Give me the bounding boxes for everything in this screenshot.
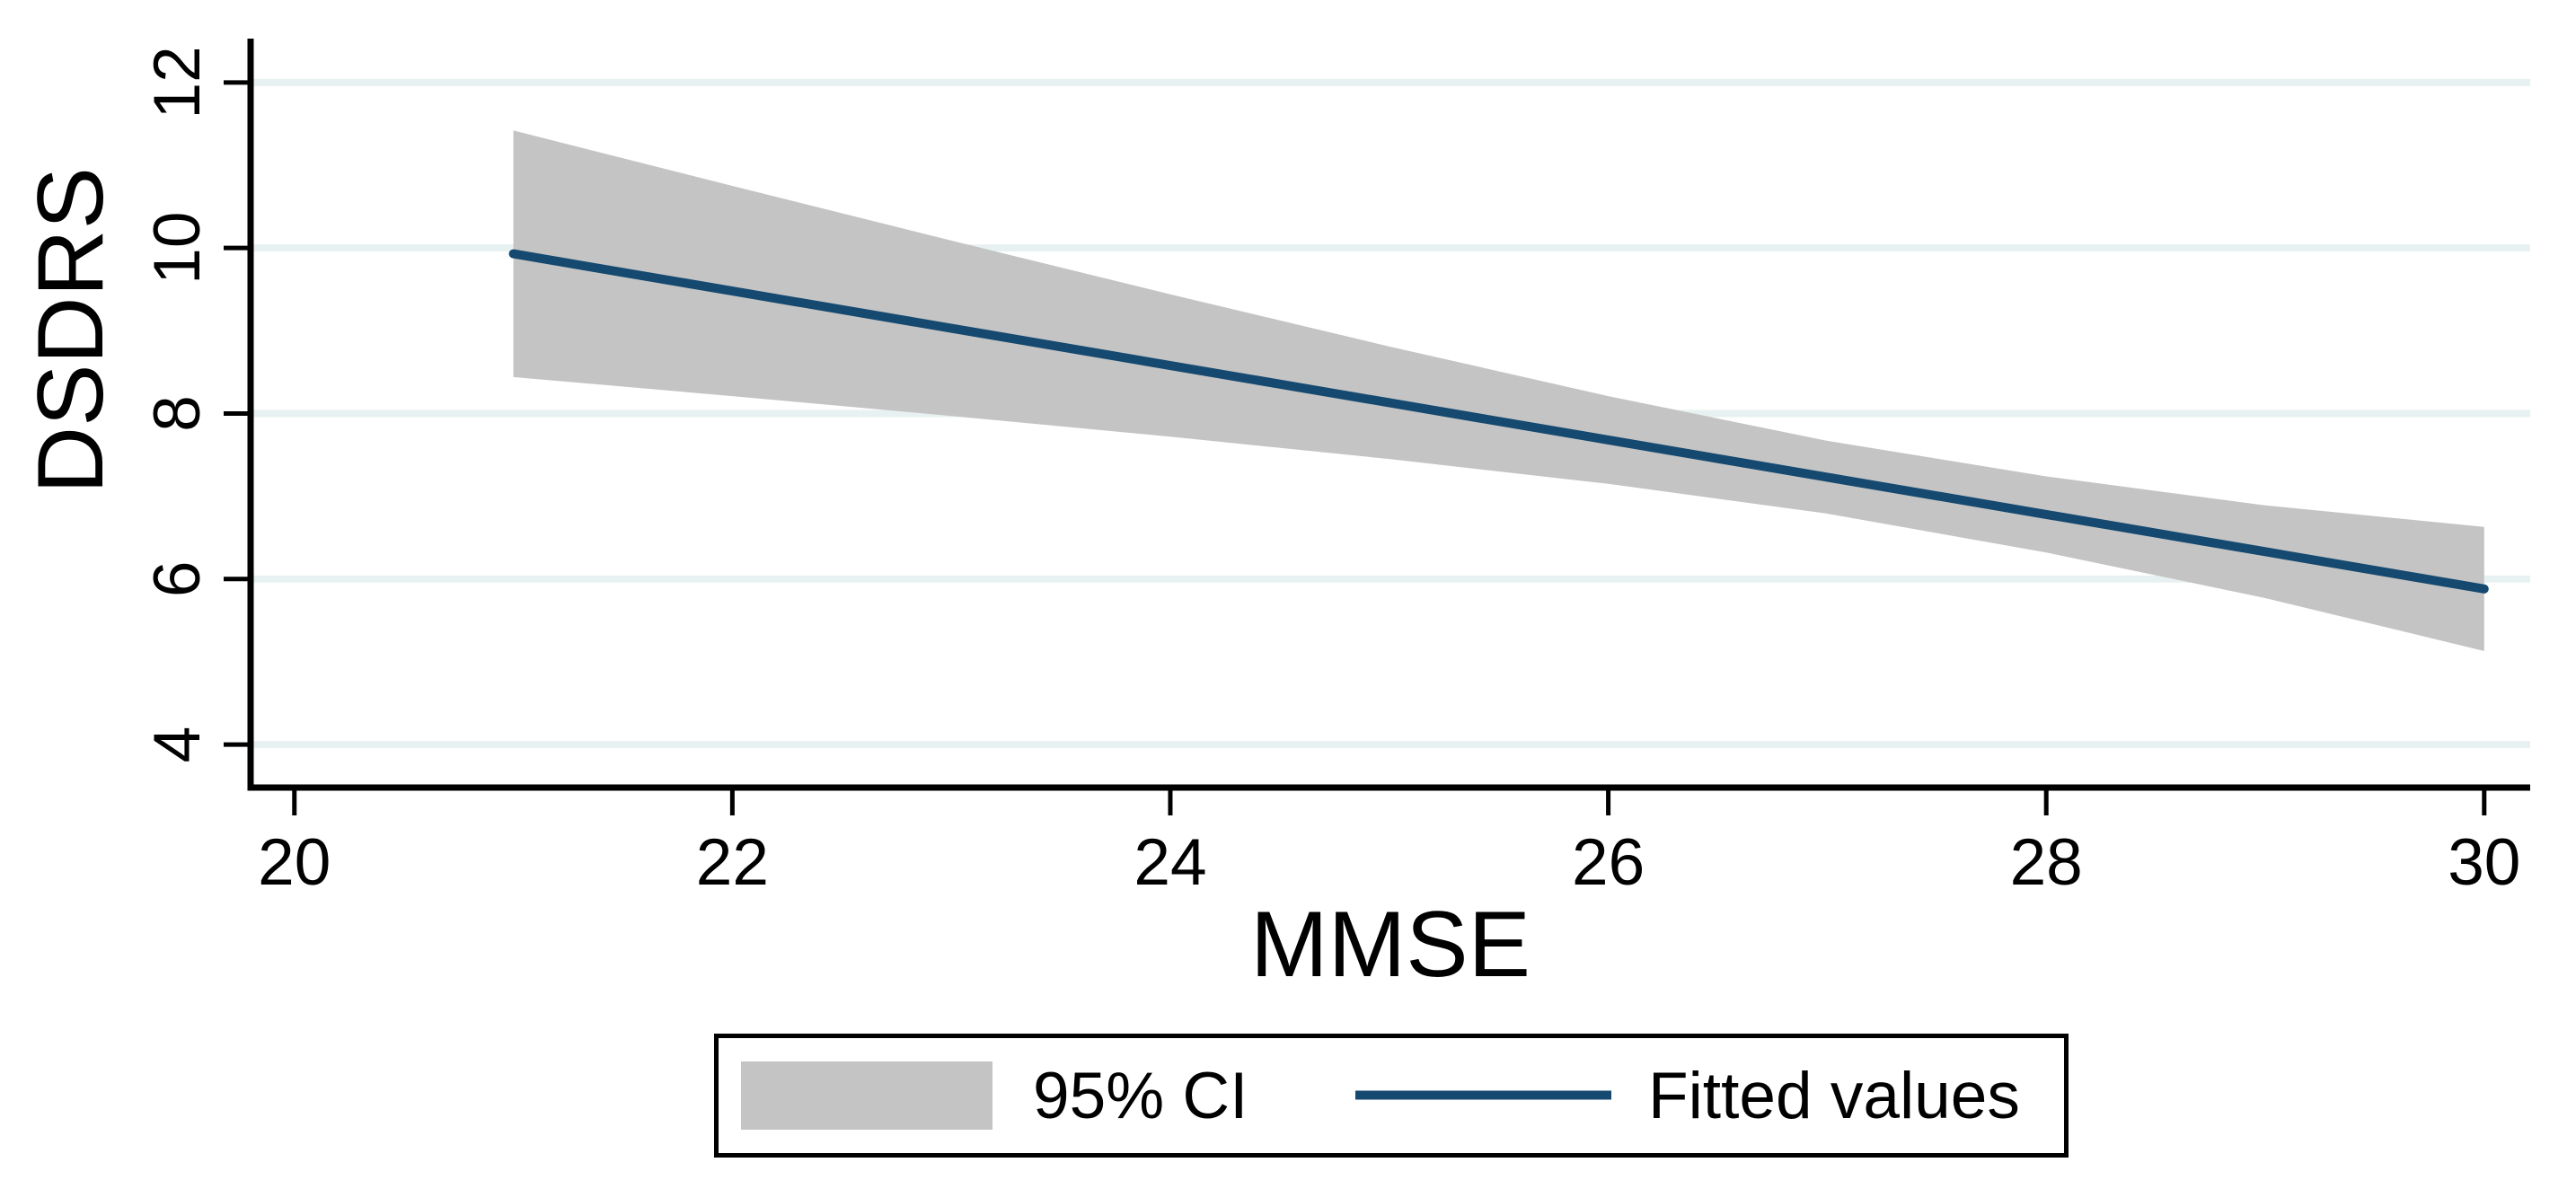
y-tick-label: 4 [141,726,214,763]
y-tick-label: 6 [141,560,214,597]
x-tick-label: 22 [696,826,769,899]
legend-label-ci: 95% CI [1033,1060,1248,1132]
x-tick-label: 28 [2010,826,2083,899]
x-tick-label: 26 [1572,826,1645,899]
y-axis-title: DSDRS [19,167,123,494]
x-axis-title: MMSE [1250,893,1531,997]
fitted-line [508,249,2489,594]
x-tick-label: 24 [1134,826,1206,899]
y-tick-label: 8 [141,395,214,432]
legend-ci-swatch [741,1061,992,1130]
y-tick-label: 12 [141,46,214,119]
x-tick-label: 20 [258,826,331,899]
ci-band [513,130,2484,651]
x-tick-label: 30 [2448,826,2520,899]
legend-label-fitted: Fitted values [1648,1060,2020,1132]
y-tick-label: 10 [141,212,214,285]
